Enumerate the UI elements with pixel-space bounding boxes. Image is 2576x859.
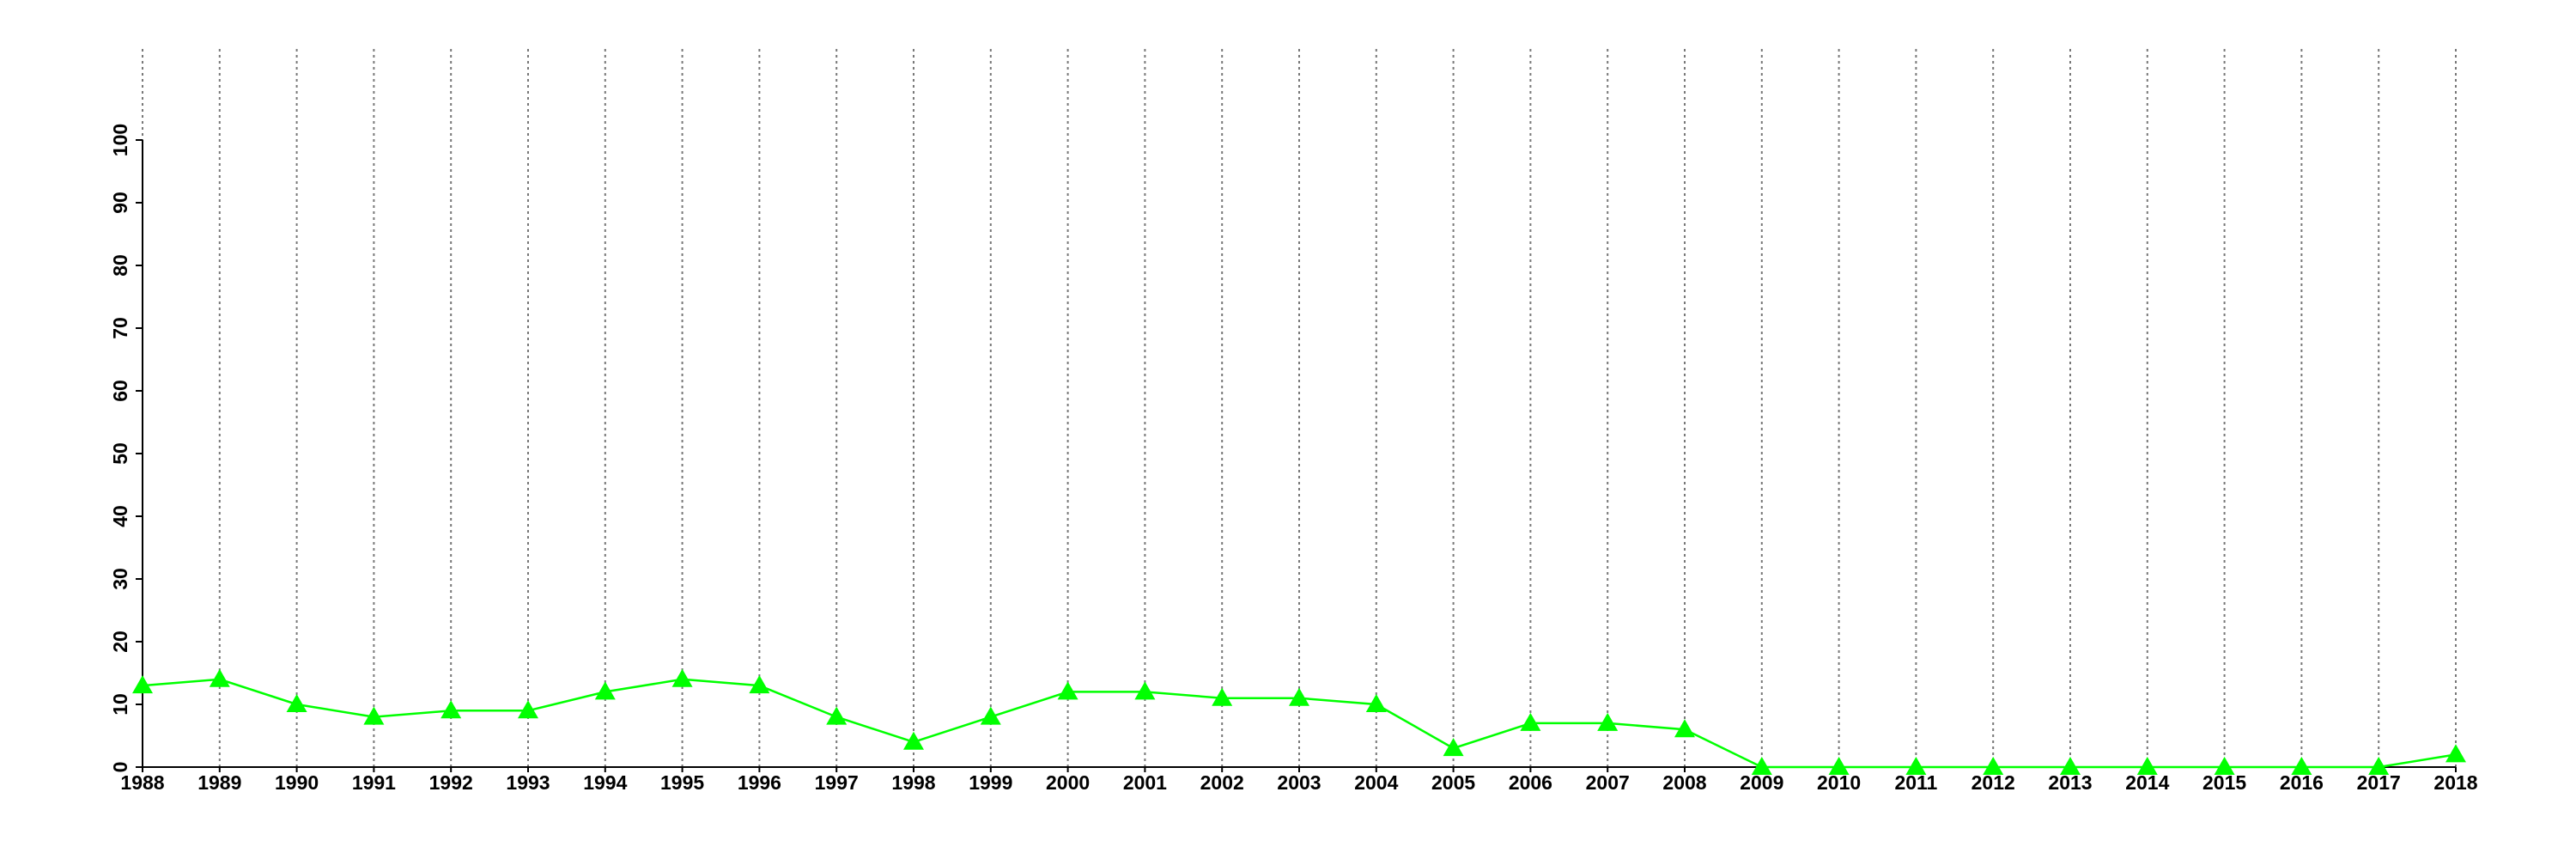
- x-tick-label: 2017: [2357, 771, 2401, 794]
- y-tick-label: 80: [109, 254, 131, 277]
- x-tick-label: 1990: [275, 771, 319, 794]
- x-tick-label: 1991: [352, 771, 396, 794]
- data-marker: [1905, 757, 1927, 775]
- data-marker: [671, 668, 693, 687]
- x-tick-label: 1997: [815, 771, 859, 794]
- x-tick-label: 2004: [1354, 771, 1398, 794]
- data-marker: [2368, 757, 2390, 775]
- y-tick-label: 100: [109, 124, 131, 156]
- y-tick-label: 10: [109, 693, 131, 716]
- x-tick-label: 2000: [1046, 771, 1090, 794]
- data-marker: [1751, 757, 1772, 775]
- x-tick-label: 2006: [1509, 771, 1552, 794]
- y-tick-label: 70: [109, 317, 131, 339]
- x-tick-label: 2014: [2125, 771, 2169, 794]
- x-tick-label: 2001: [1123, 771, 1167, 794]
- x-tick-label: 2012: [1971, 771, 2015, 794]
- y-tick-label: 30: [109, 568, 131, 590]
- data-marker: [1134, 681, 1156, 700]
- data-marker: [2136, 757, 2158, 775]
- x-tick-label: 1992: [429, 771, 473, 794]
- data-marker: [518, 700, 538, 719]
- data-marker: [1828, 757, 1850, 775]
- data-marker: [2060, 757, 2081, 775]
- x-tick-label: 1988: [120, 771, 164, 794]
- data-marker: [1289, 687, 1309, 706]
- data-marker: [1212, 687, 1233, 706]
- x-tick-label: 2010: [1817, 771, 1861, 794]
- data-marker: [1520, 712, 1541, 731]
- data-marker: [440, 700, 462, 719]
- x-tick-label: 1989: [197, 771, 241, 794]
- data-marker: [1057, 681, 1078, 700]
- x-tick-label: 2003: [1277, 771, 1321, 794]
- x-tick-label: 2007: [1586, 771, 1630, 794]
- data-marker: [1443, 738, 1464, 757]
- data-marker: [132, 675, 153, 694]
- x-tick-label: 2018: [2433, 771, 2477, 794]
- data-marker: [749, 675, 770, 694]
- data-marker: [903, 731, 924, 750]
- x-tick-label: 2016: [2280, 771, 2324, 794]
- data-marker: [1365, 694, 1387, 712]
- x-tick-label: 1993: [506, 771, 550, 794]
- x-tick-label: 1996: [738, 771, 781, 794]
- x-tick-label: 2013: [2048, 771, 2092, 794]
- data-marker: [826, 706, 848, 725]
- data-marker: [2214, 757, 2235, 775]
- x-tick-label: 1998: [891, 771, 935, 794]
- x-tick-label: 1999: [969, 771, 1012, 794]
- data-marker: [1983, 757, 2004, 775]
- x-tick-label: 2009: [1740, 771, 1783, 794]
- data-marker: [363, 706, 385, 725]
- x-tick-label: 1994: [583, 771, 627, 794]
- y-tick-label: 0: [109, 762, 131, 773]
- x-tick-label: 2005: [1431, 771, 1475, 794]
- x-tick-label: 2015: [2202, 771, 2246, 794]
- y-tick-label: 50: [109, 442, 131, 465]
- y-tick-label: 20: [109, 631, 131, 653]
- x-tick-label: 2002: [1200, 771, 1244, 794]
- data-marker: [2291, 757, 2312, 775]
- x-tick-label: 2008: [1662, 771, 1706, 794]
- data-marker: [2445, 744, 2466, 763]
- data-marker: [209, 668, 230, 687]
- x-tick-label: 2011: [1894, 771, 1937, 794]
- y-tick-label: 60: [109, 380, 131, 402]
- data-marker: [286, 694, 307, 712]
- data-marker: [1674, 719, 1695, 738]
- data-marker: [594, 681, 616, 700]
- y-tick-label: 40: [109, 505, 131, 527]
- y-tick-label: 90: [109, 192, 131, 214]
- data-marker: [1597, 712, 1619, 731]
- x-tick-label: 1995: [660, 771, 704, 794]
- data-marker: [980, 706, 1001, 725]
